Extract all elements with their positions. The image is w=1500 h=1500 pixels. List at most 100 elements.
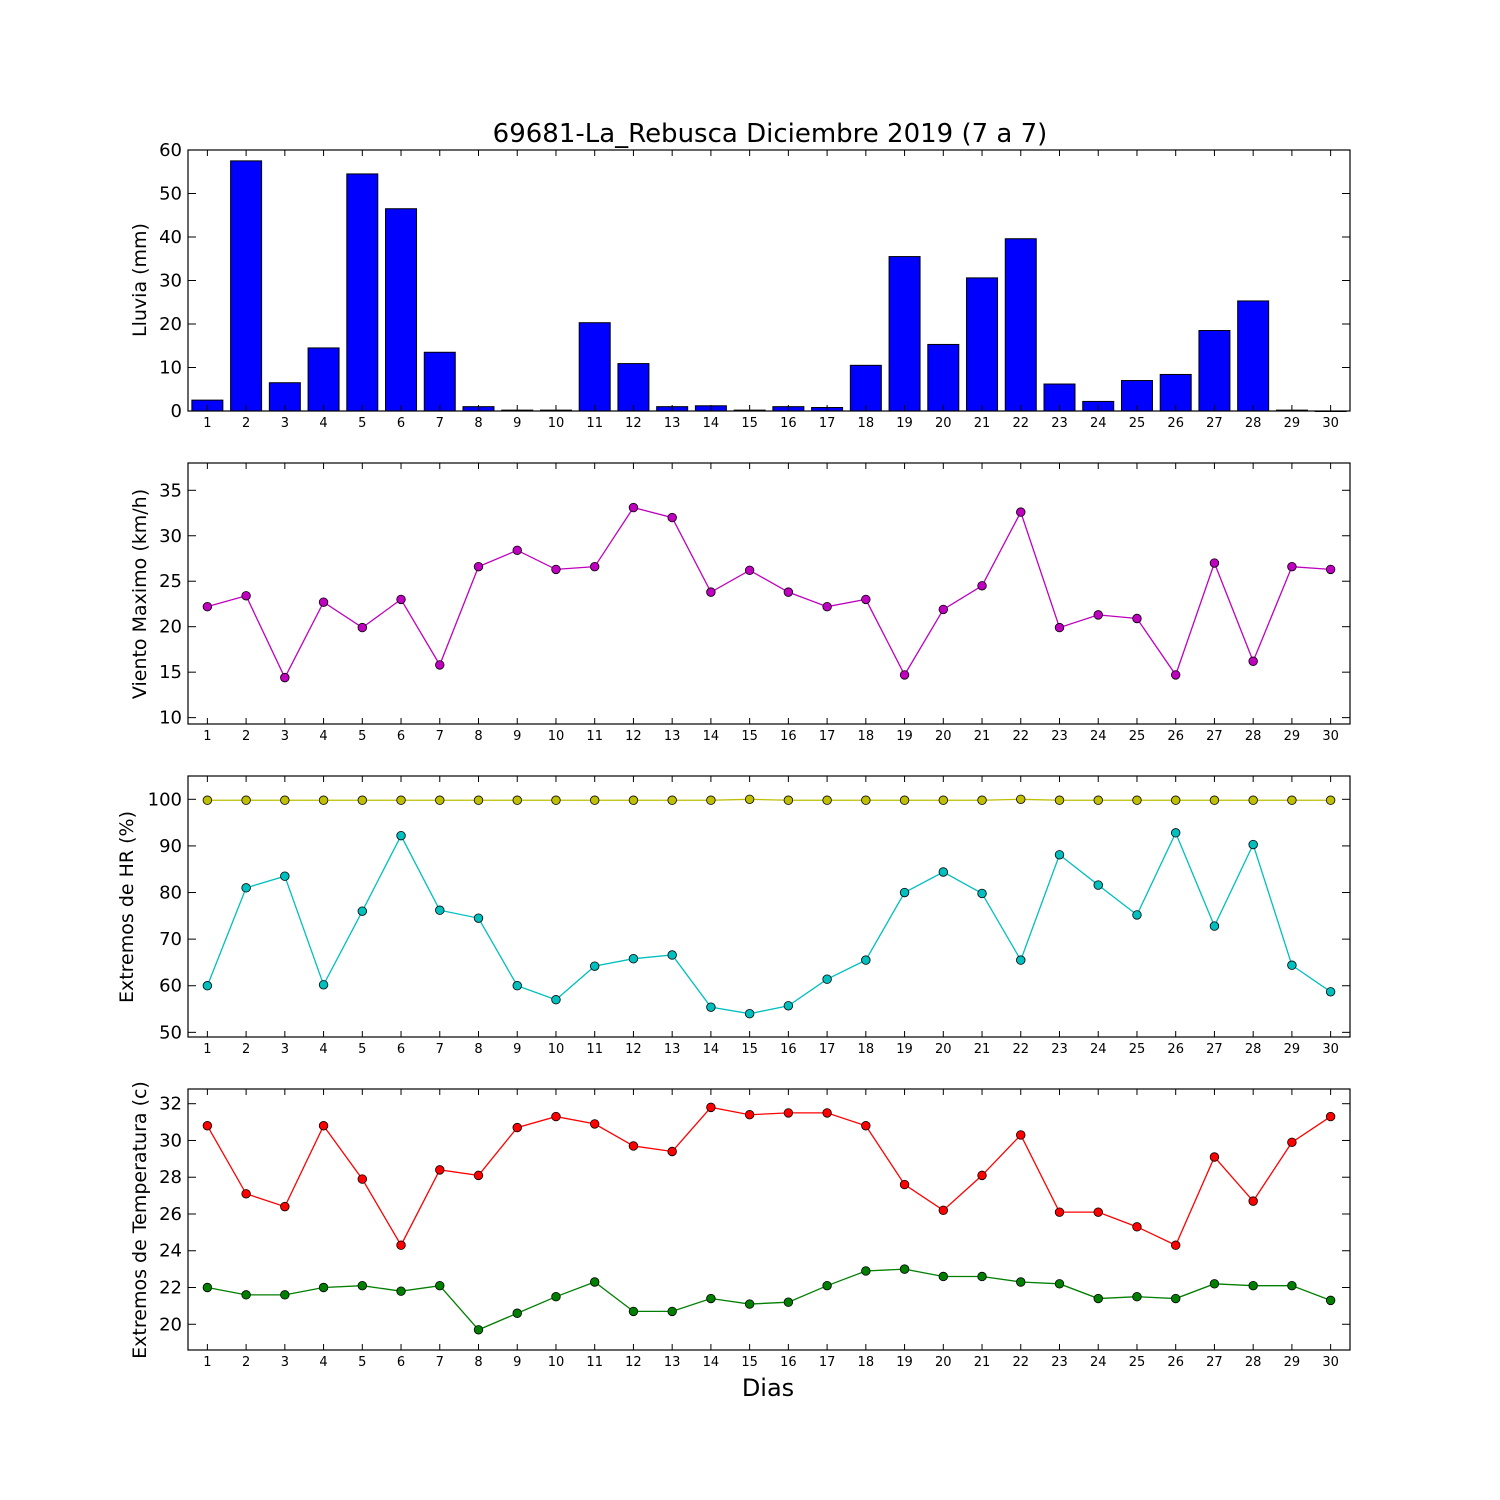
wind-series-1-point-day-5 — [357, 622, 368, 633]
wind-series-1-line — [207, 506, 1331, 680]
temperature-xtick-label: 10 — [548, 1355, 565, 1370]
humidity-series-2-point-day-21 — [977, 888, 987, 899]
wind-xtick-label: 11 — [586, 729, 603, 744]
rain-bar-day-27 — [1198, 330, 1231, 412]
humidity-series-2-point-day-30 — [1325, 987, 1336, 997]
temperature-series-1-point-day-7 — [435, 1165, 445, 1175]
wind-series-1-point-day-19 — [899, 670, 910, 680]
humidity-series-2-point-day-12 — [628, 954, 639, 964]
humidity-series-1-point-day-4 — [318, 795, 329, 805]
temperature-xtick-label: 11 — [586, 1355, 603, 1370]
temperature-axes-frame — [187, 1088, 1351, 1351]
humidity-series-1-point-day-8 — [473, 795, 484, 805]
temperature-xtick-label: 16 — [780, 1355, 797, 1370]
wind-xtick-label: 3 — [281, 729, 289, 744]
humidity-series-2-point-day-23 — [1054, 850, 1065, 860]
wind-series-1-point-day-29 — [1287, 561, 1297, 572]
temperature-xtick-label: 8 — [474, 1355, 482, 1370]
temperature-xtick-label: 13 — [664, 1355, 681, 1370]
humidity-xtick-label: 25 — [1129, 1042, 1146, 1057]
temperature-series-2-point-day-27 — [1209, 1279, 1220, 1289]
wind-series-1-point-day-8 — [473, 561, 484, 572]
temperature-series-2-line — [207, 1268, 1331, 1331]
humidity-xtick-label: 4 — [319, 1042, 327, 1057]
wind-xtick-label: 21 — [974, 729, 991, 744]
temperature-series-1-point-day-9 — [512, 1122, 522, 1133]
rain-xtick-label: 25 — [1129, 416, 1146, 431]
temperature-series-1-point-day-6 — [396, 1240, 406, 1250]
wind-series-1-point-day-4 — [318, 597, 329, 607]
rain-bar-day-20 — [927, 343, 960, 412]
humidity-xtick-label: 22 — [1012, 1042, 1029, 1057]
humidity-series-1-point-day-30 — [1325, 795, 1336, 805]
temperature-series-1-point-day-21 — [977, 1170, 987, 1181]
rain-xtick-label: 4 — [319, 416, 327, 431]
wind-series-1-point-day-20 — [938, 604, 949, 615]
humidity-series-1-point-day-15 — [744, 794, 755, 805]
temperature-series-1-line — [206, 1106, 1331, 1247]
humidity-xtick-label: 18 — [858, 1042, 875, 1057]
temperature-series-2-point-day-13 — [667, 1306, 677, 1317]
humidity-series-2-point-day-28 — [1248, 839, 1258, 850]
temperature-xtick-label: 9 — [513, 1355, 521, 1370]
humidity-series-1-point-day-9 — [512, 795, 522, 805]
temperature-series-1-point-day-28 — [1248, 1196, 1258, 1206]
temperature-series-2-point-day-26 — [1170, 1293, 1181, 1304]
temperature-xtick-label: 20 — [935, 1355, 952, 1370]
temperature-series-1-point-day-14 — [706, 1102, 716, 1113]
temperature-series-2-point-day-25 — [1132, 1291, 1142, 1302]
humidity-ytick-label: 90 — [159, 836, 182, 857]
wind-xtick-label: 22 — [1012, 729, 1029, 744]
wind-xtick-label: 10 — [548, 729, 565, 744]
temperature-series-2-point-day-1 — [202, 1282, 213, 1293]
humidity-series-1-point-day-29 — [1287, 795, 1297, 805]
humidity-series-2-point-day-11 — [590, 961, 600, 971]
wind-xtick-label: 12 — [625, 729, 642, 744]
humidity-series-2-point-day-5 — [357, 906, 368, 916]
wind-series-1-point-day-9 — [512, 545, 522, 556]
rain-xtick-label: 14 — [703, 416, 720, 431]
wind-xtick-label: 17 — [819, 729, 836, 744]
humidity-xtick-label: 8 — [474, 1042, 482, 1057]
rain-xtick-label: 9 — [513, 416, 521, 431]
wind-xtick-label: 1 — [203, 729, 211, 744]
humidity-series-2-point-day-16 — [783, 1001, 794, 1011]
temperature-series-2-point-day-16 — [783, 1297, 794, 1307]
temperature-series-1-point-day-30 — [1325, 1111, 1336, 1122]
temperature-series-2-point-day-18 — [861, 1266, 871, 1276]
temperature-xtick-label: 12 — [625, 1355, 642, 1370]
temperature-series-2-point-day-30 — [1325, 1295, 1336, 1306]
rain-bar-day-12 — [617, 363, 650, 412]
wind-series-1-point-day-28 — [1248, 656, 1258, 666]
temperature-xtick-label: 28 — [1245, 1355, 1262, 1370]
temperature-series-2-point-day-10 — [551, 1291, 561, 1302]
temperature-series-1-point-day-13 — [667, 1146, 677, 1157]
wind-axes-frame — [187, 462, 1351, 725]
temperature-xtick-label: 26 — [1167, 1355, 1184, 1370]
humidity-series-2-point-day-8 — [473, 913, 484, 923]
temperature-series-2-point-day-14 — [706, 1293, 716, 1304]
humidity-ytick-label: 50 — [159, 1022, 182, 1043]
temperature-series-1-point-day-27 — [1209, 1152, 1220, 1162]
humidity-series-1-point-day-2 — [241, 795, 251, 805]
rain-xtick-label: 2 — [242, 416, 250, 431]
humidity-series-2-point-day-1 — [202, 981, 213, 991]
temperature-xtick-label: 30 — [1322, 1355, 1339, 1370]
humidity-series-2-point-day-24 — [1093, 880, 1103, 890]
wind-series-1-point-day-24 — [1093, 610, 1103, 620]
wind-series-1-point-day-10 — [551, 564, 561, 575]
rain-bar-day-11 — [578, 322, 611, 412]
temperature-series-2-point-day-22 — [1016, 1277, 1026, 1287]
temperature-series-1-point-day-11 — [590, 1119, 600, 1129]
wind-series-1-point-day-26 — [1170, 670, 1181, 680]
temperature-xtick-label: 1 — [203, 1355, 211, 1370]
humidity-xtick-label: 19 — [896, 1042, 913, 1057]
wind-ytick-label: 10 — [159, 708, 182, 729]
wind-series-1-point-day-6 — [396, 594, 406, 605]
wind-series-1-point-day-27 — [1209, 558, 1220, 568]
humidity-series-1-point-day-28 — [1248, 795, 1258, 805]
temperature-series-2-point-day-11 — [590, 1277, 600, 1287]
temperature-xtick-label: 5 — [358, 1355, 366, 1370]
humidity-series-1-line — [207, 798, 1331, 801]
temperature-series-1-point-day-22 — [1016, 1130, 1026, 1140]
